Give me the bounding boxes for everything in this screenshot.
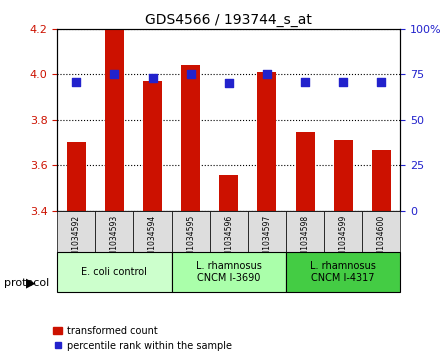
Text: L. rhamnosus
CNCM I-3690: L. rhamnosus CNCM I-3690 (196, 261, 262, 283)
Text: GSM1034595: GSM1034595 (186, 215, 195, 266)
FancyBboxPatch shape (57, 211, 95, 254)
Bar (143, 81, 162, 211)
FancyBboxPatch shape (286, 252, 400, 292)
FancyBboxPatch shape (133, 211, 172, 254)
Bar (257, 72, 276, 211)
Point (149, 75, 156, 81)
Bar (296, 132, 315, 211)
FancyBboxPatch shape (172, 252, 286, 292)
Text: GSM1034592: GSM1034592 (72, 215, 81, 266)
FancyBboxPatch shape (286, 211, 324, 254)
Text: GSM1034598: GSM1034598 (301, 215, 310, 266)
FancyBboxPatch shape (210, 211, 248, 254)
Point (301, 79, 308, 85)
Bar (334, 140, 353, 211)
Bar (105, 29, 124, 211)
Text: GSM1034597: GSM1034597 (262, 215, 271, 266)
Title: GDS4566 / 193744_s_at: GDS4566 / 193744_s_at (145, 13, 312, 26)
FancyBboxPatch shape (362, 211, 400, 254)
Text: GSM1034600: GSM1034600 (377, 215, 386, 266)
FancyBboxPatch shape (172, 211, 210, 254)
Text: ▶: ▶ (26, 276, 36, 289)
Point (264, 72, 271, 77)
Point (225, 81, 232, 86)
FancyBboxPatch shape (57, 252, 172, 292)
Text: GSM1034593: GSM1034593 (110, 215, 119, 266)
Bar (67, 142, 86, 211)
Text: GSM1034596: GSM1034596 (224, 215, 233, 266)
Text: protocol: protocol (4, 278, 50, 288)
Text: L. rhamnosus
CNCM I-4317: L. rhamnosus CNCM I-4317 (310, 261, 376, 283)
Point (187, 72, 194, 77)
Text: GSM1034599: GSM1034599 (339, 215, 348, 266)
Bar (372, 150, 391, 211)
FancyBboxPatch shape (248, 211, 286, 254)
Text: E. coli control: E. coli control (81, 267, 147, 277)
FancyBboxPatch shape (95, 211, 133, 254)
Legend: transformed count, percentile rank within the sample: transformed count, percentile rank withi… (49, 322, 236, 355)
Bar (219, 175, 238, 211)
Text: GSM1034594: GSM1034594 (148, 215, 157, 266)
FancyBboxPatch shape (324, 211, 362, 254)
Bar (181, 65, 200, 211)
Point (73, 79, 80, 85)
Point (340, 79, 347, 85)
Point (111, 72, 118, 77)
Point (378, 79, 385, 85)
